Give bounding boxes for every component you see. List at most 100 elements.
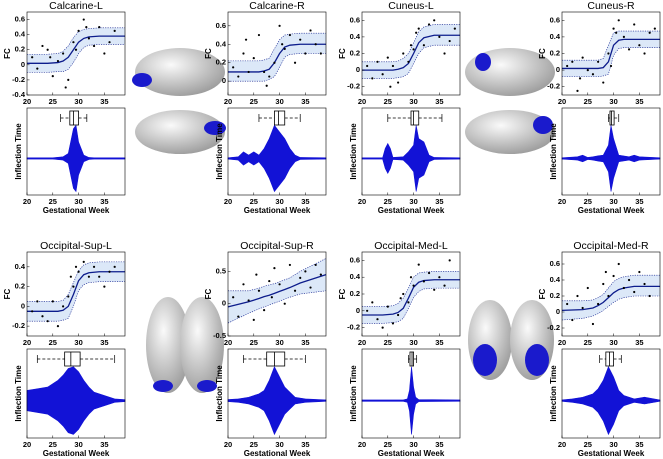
data-point [36, 67, 39, 70]
data-point [288, 33, 291, 37]
y-tick-label: 0.2 [550, 291, 560, 300]
band-edge [27, 27, 125, 55]
data-point [98, 275, 101, 278]
data-point [438, 276, 441, 279]
data-point [391, 322, 395, 325]
data-point [407, 301, 410, 304]
data-point [607, 52, 610, 55]
x-tick-label: 30 [275, 97, 283, 106]
x-tick-label: 20 [23, 197, 31, 206]
data-point [278, 24, 281, 27]
confidence-band [562, 275, 660, 320]
plot-frame [26, 251, 126, 337]
x-tick-label: 20 [558, 97, 566, 106]
x-tick-label: 30 [275, 338, 283, 347]
data-point [232, 66, 235, 69]
y-tick-label: 0 [222, 76, 226, 85]
data-point [597, 302, 600, 306]
x-tick-label: 20 [224, 440, 232, 449]
data-point [49, 56, 52, 59]
data-point [242, 283, 245, 286]
y-tick-label: 0.5 [216, 266, 226, 275]
brain-cuneus [465, 48, 555, 154]
data-point [422, 44, 425, 47]
plot-frame [561, 107, 661, 196]
data-point [72, 41, 75, 44]
panel-title: Cuneus-L [388, 0, 434, 12]
fit-line [27, 271, 125, 312]
data-point [278, 283, 281, 286]
x-tick-label: 25 [250, 440, 258, 449]
data-point [448, 259, 451, 262]
data-point [397, 313, 400, 317]
data-point [41, 44, 44, 48]
y-tick-label: -0.2 [547, 82, 560, 91]
box [410, 110, 420, 126]
y-axis-label: FC [338, 288, 347, 299]
data-point [366, 309, 369, 312]
data-point [609, 64, 613, 68]
data-point [51, 300, 54, 303]
data-point [273, 61, 276, 64]
x-tick-label: 20 [358, 97, 366, 106]
data-point [31, 310, 34, 313]
x-tick-label: 30 [275, 440, 283, 449]
x-axis-label: Gestational Week [378, 206, 445, 215]
fit-line [561, 285, 660, 312]
data-point [381, 326, 384, 329]
data-point [314, 263, 317, 267]
plot-frame [361, 348, 461, 439]
data-point [237, 315, 240, 318]
x-tick-label: 35 [100, 97, 108, 106]
data-point [309, 29, 312, 32]
data-point [607, 294, 610, 298]
x-tick-label: 30 [74, 440, 82, 449]
y-axis-label: Inflection Time [349, 123, 358, 180]
data-point [314, 43, 317, 46]
data-point [433, 288, 436, 291]
data-point [51, 75, 54, 78]
data-point [571, 60, 574, 63]
data-point [586, 69, 589, 72]
data-point [407, 60, 410, 63]
data-point [578, 77, 582, 80]
data-point [299, 276, 302, 279]
y-tick-label: 0 [21, 301, 25, 310]
data-point [36, 300, 39, 303]
data-point [237, 75, 240, 78]
x-tick-label: 25 [384, 440, 392, 449]
band-edge [27, 261, 125, 302]
x-tick-label: 20 [23, 97, 31, 106]
brain-occipital-med [468, 300, 554, 380]
plot-frame [227, 251, 327, 337]
y-axis-label: FC [338, 48, 347, 59]
band-edge [562, 30, 660, 61]
y-tick-label: 0.4 [15, 262, 26, 271]
x-tick-label: 25 [49, 197, 57, 206]
data-point [602, 81, 605, 84]
x-tick-label: 35 [635, 338, 643, 347]
x-tick-label: 20 [23, 440, 31, 449]
x-tick-label: 25 [250, 197, 258, 206]
y-axis-label: FC [204, 288, 213, 299]
y-tick-label: 0.4 [216, 39, 227, 48]
data-point [304, 270, 307, 273]
y-axis-label: FC [538, 48, 547, 59]
band-edge [228, 32, 326, 62]
data-point [242, 52, 245, 55]
data-point [633, 23, 636, 26]
data-point [566, 64, 569, 68]
data-point [74, 265, 78, 268]
data-point [638, 270, 641, 274]
y-axis-label: Inflection Time [14, 365, 23, 422]
data-point [591, 322, 595, 326]
data-point [576, 294, 579, 298]
y-tick-label: -0.2 [12, 321, 25, 330]
data-point [622, 286, 625, 290]
x-tick-label: 35 [100, 440, 108, 449]
x-tick-label: 25 [384, 338, 392, 347]
data-point [255, 273, 258, 276]
plot-frame [227, 348, 327, 439]
data-point [571, 318, 574, 322]
